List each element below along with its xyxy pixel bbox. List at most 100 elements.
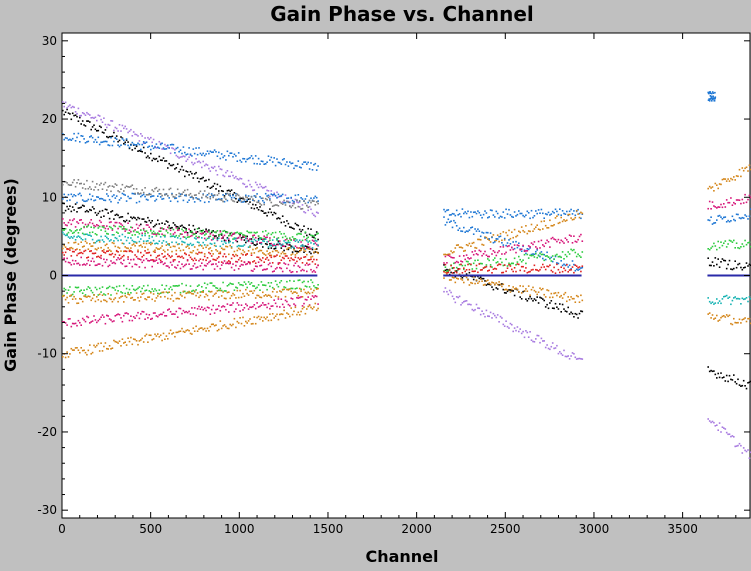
data-point <box>256 256 258 258</box>
data-point <box>93 226 95 229</box>
data-point <box>315 251 318 253</box>
data-point <box>492 259 495 261</box>
data-point <box>118 254 121 256</box>
data-point <box>741 452 744 454</box>
data-point <box>93 224 95 227</box>
data-point <box>124 312 126 315</box>
data-point <box>492 282 495 284</box>
data-point <box>243 244 246 246</box>
data-point <box>489 311 492 314</box>
data-point <box>264 284 267 287</box>
data-point <box>738 217 741 219</box>
data-point <box>209 313 212 315</box>
data-point <box>169 200 172 202</box>
data-point <box>526 331 529 334</box>
data-point <box>176 316 179 318</box>
data-point <box>578 301 581 303</box>
data-point <box>218 237 220 240</box>
data-point <box>279 313 281 316</box>
data-point <box>249 246 251 248</box>
data-point <box>69 318 71 320</box>
data-point <box>477 253 479 256</box>
data-point <box>518 244 520 247</box>
data-point <box>279 195 281 198</box>
data-point <box>250 290 253 292</box>
data-point <box>567 296 569 298</box>
data-point <box>506 245 509 248</box>
data-point <box>142 146 145 149</box>
data-point <box>730 303 732 306</box>
data-point <box>167 253 169 256</box>
data-point <box>81 264 84 266</box>
data-point <box>274 249 277 252</box>
data-point <box>107 144 109 146</box>
data-point <box>98 293 101 296</box>
data-point <box>578 357 581 360</box>
data-point <box>266 256 268 259</box>
data-point <box>279 290 281 292</box>
data-point <box>215 198 217 201</box>
data-point <box>568 358 571 360</box>
data-point <box>144 298 146 300</box>
data-point <box>198 235 200 238</box>
data-point <box>463 268 465 271</box>
data-point <box>118 247 121 249</box>
data-point <box>306 204 308 207</box>
data-point <box>511 215 513 218</box>
data-point <box>260 241 263 244</box>
data-point <box>577 213 579 215</box>
data-point <box>198 192 200 195</box>
data-point <box>185 231 187 233</box>
data-point <box>89 136 91 138</box>
data-point <box>229 261 231 263</box>
data-point <box>252 261 254 263</box>
data-point <box>262 197 264 199</box>
data-point <box>245 194 247 197</box>
data-point <box>549 257 551 260</box>
data-point <box>179 267 182 270</box>
data-point <box>484 250 486 253</box>
data-point <box>721 258 724 260</box>
data-point <box>212 196 214 199</box>
data-point <box>158 289 161 291</box>
data-point <box>123 342 125 344</box>
data-point <box>289 288 291 290</box>
data-point <box>259 249 261 252</box>
data-point <box>237 322 240 324</box>
data-point <box>159 236 162 238</box>
data-point <box>281 236 284 239</box>
data-point <box>279 240 281 242</box>
data-point <box>515 235 517 238</box>
data-point <box>315 266 318 269</box>
data-point <box>509 322 512 325</box>
data-point <box>121 216 124 218</box>
data-point <box>135 188 138 190</box>
data-point <box>134 254 136 256</box>
data-point <box>174 197 176 200</box>
data-point <box>502 231 505 233</box>
data-point <box>581 265 584 267</box>
data-point <box>79 115 81 117</box>
data-point <box>713 100 716 102</box>
data-point <box>463 255 465 257</box>
data-point <box>134 144 136 146</box>
data-point <box>311 200 314 202</box>
data-point <box>263 186 265 189</box>
data-point <box>151 298 153 301</box>
data-point <box>220 261 223 263</box>
data-point <box>502 271 505 274</box>
data-point <box>505 208 507 211</box>
data-point <box>181 156 183 158</box>
data-point <box>516 234 519 237</box>
data-point <box>733 239 735 242</box>
series-14 <box>62 295 319 328</box>
data-point <box>270 233 273 236</box>
data-point <box>283 158 285 160</box>
data-point <box>62 109 64 112</box>
data-point <box>537 334 540 337</box>
data-point <box>140 192 142 195</box>
data-point <box>313 243 315 245</box>
data-point <box>458 273 461 276</box>
data-point <box>76 112 78 115</box>
data-point <box>233 294 236 296</box>
